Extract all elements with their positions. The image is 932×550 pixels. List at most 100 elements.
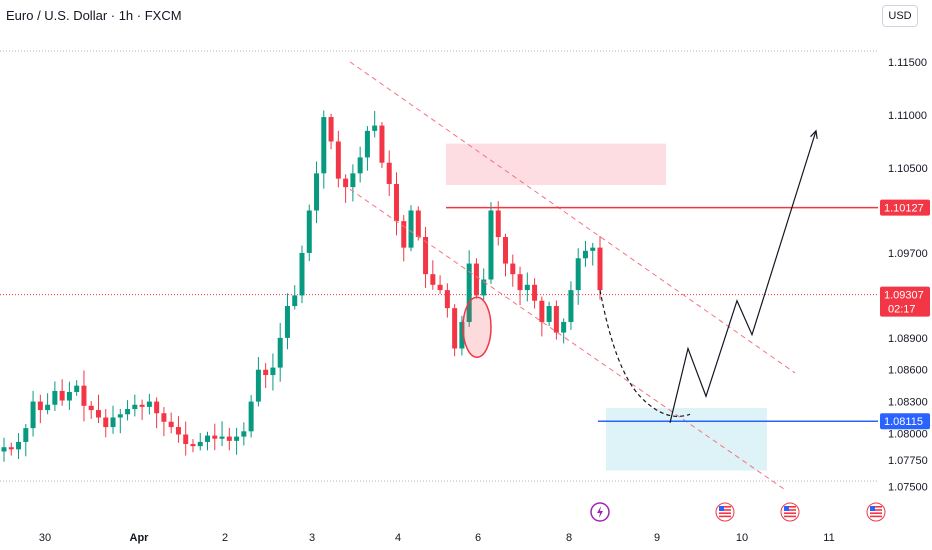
- candle-body: [234, 436, 240, 441]
- candle-body: [1, 447, 7, 452]
- currency-selector[interactable]: USD: [882, 5, 918, 27]
- time-tick-label: 3: [309, 532, 315, 544]
- candle-body: [553, 306, 559, 333]
- candle-body: [590, 247, 596, 251]
- candle-body: [343, 178, 349, 188]
- candle-body: [88, 405, 94, 411]
- time-tick-label: Apr: [130, 532, 150, 544]
- grid-layer: [0, 50, 878, 482]
- time-axis[interactable]: 30 Apr 2 3 4 6 8 9 10 11: [39, 532, 835, 544]
- candle-body: [284, 306, 290, 338]
- us-flag-event-icon[interactable]: [866, 502, 886, 522]
- time-tick-label: 4: [395, 532, 401, 544]
- resistance-price-badge: [880, 199, 930, 216]
- price-tick-label: 1.08300: [888, 397, 928, 409]
- candle-body: [488, 210, 494, 280]
- flag-stripe: [784, 509, 796, 511]
- flag-canton: [719, 506, 724, 511]
- candle-body: [125, 409, 131, 415]
- candle-body: [59, 390, 65, 401]
- candle-body: [503, 237, 509, 264]
- candle-body: [23, 428, 29, 442]
- zones-layer: [446, 143, 767, 471]
- candle-body: [379, 125, 385, 163]
- time-tick-label: 2: [222, 532, 228, 544]
- countdown-label: 02:17: [888, 304, 916, 316]
- flag-stripe: [719, 506, 731, 508]
- candle-body: [408, 210, 414, 248]
- flag-stripe: [719, 515, 731, 518]
- candle-body: [437, 284, 443, 291]
- support-price-badge: [880, 413, 930, 430]
- flag-canton: [784, 506, 789, 511]
- candle-body: [372, 125, 378, 131]
- chart-title: Euro / U.S. Dollar · 1h · FXCM: [6, 8, 182, 23]
- candle-body: [30, 401, 36, 429]
- candle-body: [66, 392, 72, 401]
- candle-body: [146, 401, 152, 407]
- candle-body: [306, 210, 312, 253]
- flag-stripe: [870, 515, 882, 518]
- candle-body: [575, 258, 581, 291]
- price-tick-label: 1.09700: [888, 248, 928, 260]
- price-axis[interactable]: 1.11500 1.11000 1.10500 1.09700 1.08900 1.086…: [880, 57, 930, 494]
- flag-stripe: [870, 506, 882, 508]
- flag-stripe: [784, 515, 796, 518]
- price-tick-label: 1.10500: [888, 163, 928, 175]
- projection-dashed-path: [599, 289, 691, 417]
- us-flag-event-icon[interactable]: [715, 502, 735, 522]
- candle-body: [423, 237, 429, 275]
- candle-body: [328, 117, 334, 142]
- candle-body: [495, 210, 501, 238]
- candle-body: [568, 290, 574, 322]
- candle-body: [255, 369, 261, 402]
- candle-body: [444, 290, 450, 309]
- candle-body: [81, 385, 87, 406]
- candle-body: [183, 434, 189, 445]
- candle-body: [532, 284, 538, 301]
- candle-body: [524, 284, 530, 291]
- lightning-event-icon[interactable]: [590, 502, 610, 522]
- candle-body: [117, 414, 123, 418]
- candle-body: [263, 369, 269, 376]
- candle-body: [277, 337, 283, 368]
- candle-body: [393, 183, 399, 222]
- candle-body: [190, 444, 196, 447]
- time-tick-label: 6: [475, 532, 481, 544]
- price-tick-label: 1.07750: [888, 455, 928, 467]
- candle-body: [52, 390, 58, 405]
- candle-body: [510, 263, 516, 275]
- flag-stripe: [870, 509, 882, 511]
- candle-body: [466, 263, 472, 322]
- candle-body: [226, 436, 232, 441]
- candle-body: [110, 417, 116, 428]
- flag-icon-circle: [866, 502, 886, 522]
- time-tick-label: 30: [39, 532, 51, 544]
- price-tick-label: 1.11000: [888, 110, 927, 122]
- candle-body: [168, 421, 174, 428]
- flag-stripe: [870, 512, 882, 514]
- candle-body: [401, 221, 407, 248]
- candle-body: [241, 431, 247, 437]
- candle-body: [582, 250, 588, 259]
- candle-body: [161, 413, 167, 422]
- time-tick-label: 10: [736, 532, 748, 544]
- events-layer[interactable]: [590, 502, 886, 522]
- price-tick-label: 1.08600: [888, 365, 928, 377]
- projection-arrowhead: [810, 129, 818, 139]
- candle-body: [8, 447, 14, 450]
- candle-body: [132, 404, 138, 410]
- candle-body: [459, 321, 465, 349]
- candle-body: [45, 404, 51, 411]
- candle-body: [16, 441, 22, 450]
- channel-lower-line: [349, 188, 786, 491]
- resistance-price-label: 1.10127: [884, 203, 924, 215]
- time-tick-label: 8: [566, 532, 572, 544]
- flag-stripe: [784, 506, 796, 508]
- support-price-label: 1.08115: [884, 416, 923, 428]
- candle-body: [95, 410, 101, 418]
- current-price-badge: [880, 286, 930, 317]
- us-flag-event-icon[interactable]: [780, 502, 800, 522]
- candle-body: [473, 263, 479, 296]
